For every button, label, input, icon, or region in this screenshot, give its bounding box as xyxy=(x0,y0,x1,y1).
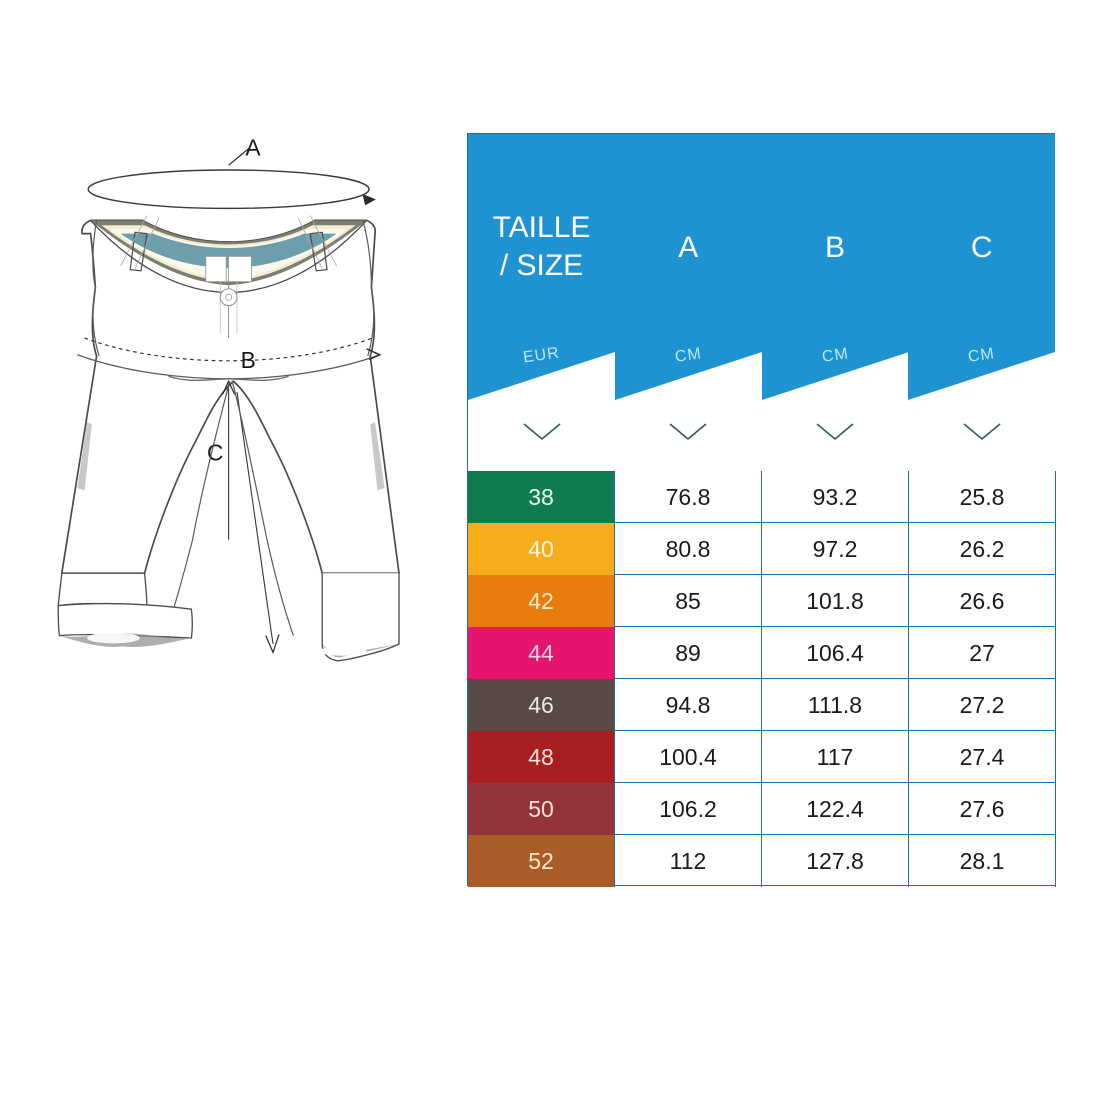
svg-text:A: A xyxy=(245,135,261,161)
svg-text:B: B xyxy=(241,347,256,373)
